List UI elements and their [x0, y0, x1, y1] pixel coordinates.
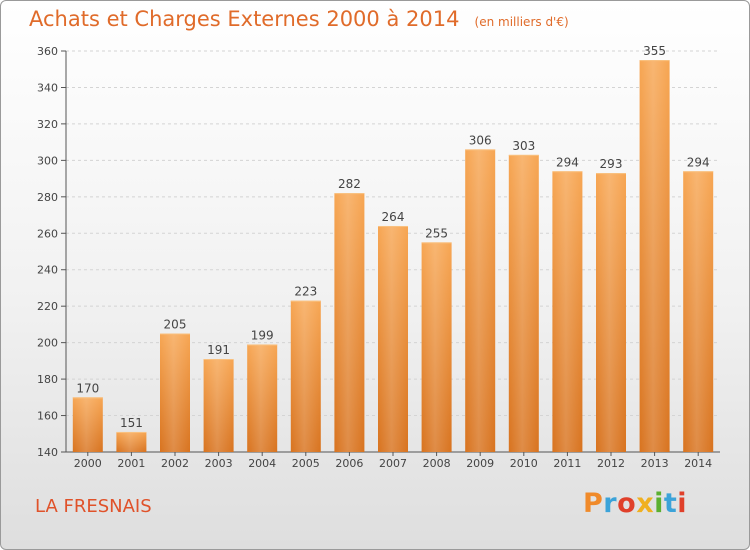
logo-letter: P: [583, 488, 604, 519]
logo-letter: t: [663, 488, 678, 519]
proxiti-logo[interactable]: Proxiti: [583, 488, 687, 519]
bar-value-label: 355: [643, 44, 666, 58]
bar-value-label: 191: [207, 343, 230, 357]
bar-value-label: 303: [512, 139, 535, 153]
x-tick-label: 2014: [684, 457, 712, 470]
bar-value-label: 306: [469, 133, 492, 147]
bar-value-label: 170: [76, 381, 99, 395]
x-tick-label: 2010: [510, 457, 538, 470]
label-layer: 170 151 205 191 199 223 282 264 255 306 303 294 293 3…: [76, 44, 709, 430]
x-tick-label: 2012: [597, 457, 625, 470]
y-tick-label: 280: [37, 191, 58, 204]
bar-value-label: 294: [556, 155, 579, 169]
y-tick-label: 260: [37, 227, 58, 240]
bar-highlight: [290, 300, 321, 452]
x-tick-label: 2007: [379, 457, 407, 470]
y-tick-label: 220: [37, 300, 58, 313]
bar-highlight: [378, 225, 408, 452]
bar-highlight: [552, 171, 583, 453]
bar-value-label: 199: [251, 328, 274, 342]
bar-layer: [72, 60, 714, 453]
bar-value-label: 205: [164, 318, 187, 332]
y-tick-label: 300: [37, 154, 58, 167]
bar-highlight: [465, 149, 496, 452]
bar-highlight: [421, 242, 452, 452]
bar-value-label: 151: [120, 416, 143, 430]
x-tick-label: 2013: [641, 457, 669, 470]
x-tick-label: 2008: [423, 457, 451, 470]
bar-value-label: 255: [425, 226, 448, 240]
y-tick-label: 320: [37, 118, 58, 131]
bar-value-label: 293: [600, 157, 623, 171]
bar-value-label: 223: [294, 285, 317, 299]
y-tick-label: 340: [37, 81, 58, 94]
bar-highlight: [334, 193, 365, 452]
y-tick-label: 360: [37, 45, 58, 58]
bar-highlight: [596, 173, 626, 452]
x-tick-label: 2009: [466, 457, 494, 470]
y-tick-label: 180: [37, 373, 58, 386]
chart-subtitle: (en milliers d'€): [474, 15, 569, 29]
bar-highlight: [639, 60, 670, 452]
y-tick-label: 140: [37, 446, 58, 459]
bar-value-label: 282: [338, 177, 361, 191]
bar-highlight: [508, 154, 539, 453]
bar-highlight: [116, 431, 147, 452]
x-tick-label: 2000: [74, 457, 102, 470]
logo-letter: o: [617, 488, 637, 519]
title-row: Achats et Charges Externes 2000 à 2014 (…: [29, 7, 569, 31]
x-tick-label: 2004: [248, 457, 276, 470]
logo-letter: i: [654, 488, 664, 519]
x-tick-label: 2002: [161, 457, 189, 470]
bar-highlight: [160, 333, 190, 452]
x-tick-label: 2005: [292, 457, 320, 470]
bar-highlight: [247, 344, 278, 452]
y-tick-label: 240: [37, 264, 58, 277]
x-tick-label: 2003: [205, 457, 233, 470]
y-tick-label: 160: [37, 410, 58, 423]
logo-letter: r: [603, 488, 618, 519]
bar-highlight: [683, 171, 714, 453]
logo-letter: i: [677, 488, 688, 519]
x-tick-label: 2006: [335, 457, 363, 470]
bar-value-label: 294: [687, 155, 710, 169]
x-tick-label: 2011: [553, 457, 581, 470]
bar-value-label: 264: [382, 210, 405, 224]
commune-name: LA FRESNAIS: [35, 496, 152, 517]
bar-highlight: [72, 397, 103, 452]
y-tick-label: 200: [37, 337, 58, 350]
x-tick-label: 2001: [117, 457, 145, 470]
bar-highlight: [203, 359, 234, 452]
logo-letter: x: [636, 488, 655, 519]
chart-title: Achats et Charges Externes 2000 à 2014: [29, 7, 460, 31]
